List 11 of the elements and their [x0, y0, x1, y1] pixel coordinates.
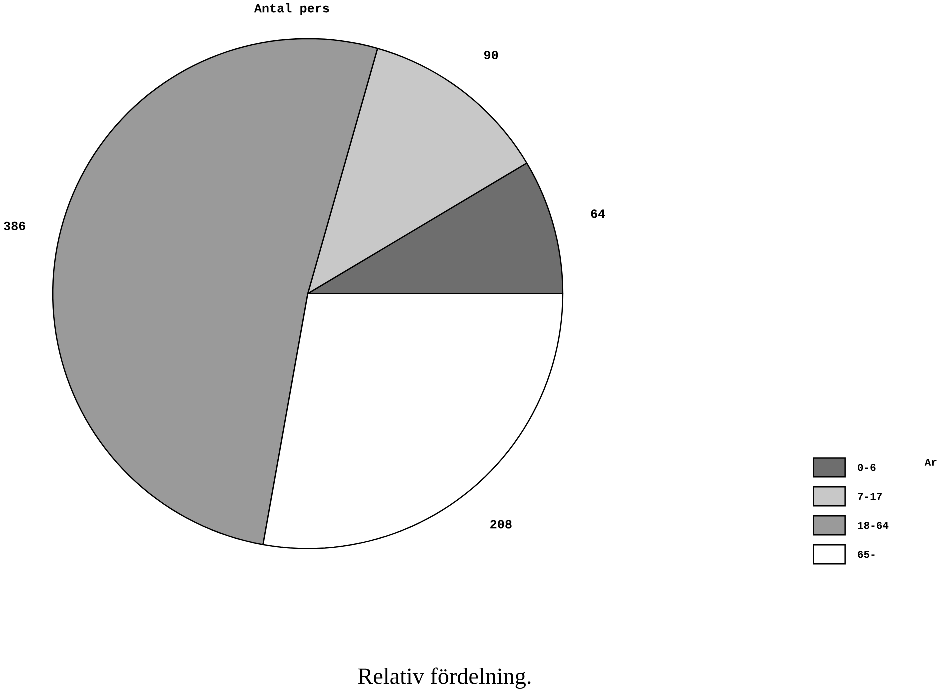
legend-title: Ar — [924, 459, 937, 466]
chart-title: Antal pers — [254, 4, 330, 16]
text: Relativ fördelning. — [358, 668, 531, 690]
legend-label: 7-17 — [858, 493, 882, 500]
data-label: 90 — [484, 51, 498, 60]
data-label: 386 — [4, 222, 26, 231]
data-label: 208 — [490, 520, 512, 529]
legend-label: 65- — [858, 551, 875, 558]
data-label: 64 — [591, 210, 606, 218]
legend-label: 0-6 — [858, 464, 876, 472]
legend-label: 18-64 — [858, 522, 889, 530]
